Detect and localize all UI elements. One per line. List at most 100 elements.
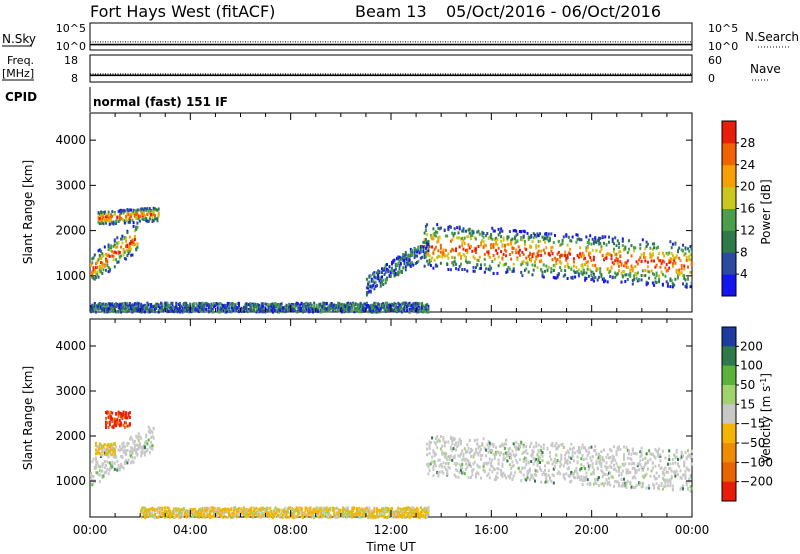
data-cell-power-4 <box>389 273 392 277</box>
data-cell-velocity-4 <box>258 509 261 513</box>
data-cell-velocity-0 <box>95 466 97 470</box>
data-cell-velocity-4 <box>217 507 220 511</box>
data-cell-velocity-3 <box>542 446 545 450</box>
data-cell-power-2 <box>472 231 475 235</box>
data-cell-velocity-0 <box>137 447 140 451</box>
data-cell-power-3 <box>241 308 244 312</box>
data-cell-power-3 <box>229 302 232 306</box>
data-cell-velocity-3 <box>507 449 510 453</box>
data-cell-velocity-4 <box>310 510 313 514</box>
data-cell-velocity-3 <box>532 445 535 449</box>
data-cell-power-3 <box>260 302 263 306</box>
data-cell-velocity-4 <box>210 509 213 513</box>
data-cell-velocity-3 <box>550 458 553 462</box>
data-cell-power-2 <box>512 262 515 266</box>
data-cell-power-3 <box>308 310 311 314</box>
data-cell-power-3 <box>327 309 329 313</box>
data-cell-power-1 <box>136 216 139 220</box>
data-cell-velocity-3 <box>569 480 572 484</box>
data-cell-velocity-3 <box>679 457 682 461</box>
data-cell-power-3 <box>417 302 420 306</box>
data-cell-power-4 <box>368 285 371 288</box>
data-cell-power-3 <box>146 307 149 311</box>
data-cell-velocity-3 <box>684 451 687 454</box>
data-cell-power-3 <box>369 304 372 308</box>
data-cell-velocity-3 <box>531 454 534 458</box>
data-cell-velocity-3 <box>508 447 511 450</box>
data-cell-power-3 <box>330 302 333 306</box>
data-cell-power-3 <box>299 303 302 307</box>
data-cell-power-3 <box>373 303 376 307</box>
data-cell-power-2 <box>624 273 627 277</box>
data-cell-power-3 <box>132 307 135 310</box>
data-cell-velocity-4 <box>256 512 259 515</box>
data-cell-velocity-4 <box>169 515 171 519</box>
data-cell-velocity-4 <box>143 506 146 510</box>
data-cell-power-3 <box>313 305 316 308</box>
data-cell-power-2 <box>589 234 592 238</box>
data-cell-power-3 <box>345 302 348 306</box>
data-cell-power-3 <box>226 309 229 313</box>
data-cell-velocity-3 <box>525 478 528 482</box>
data-cell-velocity-4 <box>345 506 348 510</box>
data-cell-power-1 <box>131 212 134 216</box>
data-cell-power-3 <box>273 303 276 307</box>
data-cell-velocity-3 <box>529 469 531 473</box>
data-cell-velocity-4 <box>288 515 291 519</box>
data-cell-power-4 <box>404 265 407 269</box>
data-cell-power-3 <box>309 302 312 306</box>
data-cell-velocity-3 <box>683 461 686 464</box>
data-cell-power-2 <box>586 246 589 250</box>
data-cell-power-2 <box>463 254 466 258</box>
data-cell-power-2 <box>571 276 574 280</box>
data-cell-velocity-0 <box>127 458 130 462</box>
data-cell-power-3 <box>354 303 357 306</box>
data-cell-power-2 <box>460 237 462 241</box>
data-cell-velocity-4 <box>340 513 343 517</box>
data-cell-power-2 <box>581 251 584 255</box>
data-cell-velocity-3 <box>658 474 661 478</box>
data-cell-power-3 <box>143 310 146 314</box>
data-cell-power-3 <box>231 306 234 310</box>
data-cell-power-2 <box>525 261 528 265</box>
data-cell-velocity-3 <box>587 464 590 468</box>
data-cell-power-2 <box>631 269 634 273</box>
data-cell-velocity-0 <box>133 448 136 452</box>
data-cell-power-2 <box>575 265 578 269</box>
data-cell-velocity-4 <box>273 511 276 515</box>
data-cell-power-3 <box>120 305 123 309</box>
data-cell-power-4 <box>373 272 376 276</box>
data-cell-power-2 <box>646 269 649 273</box>
data-cell-velocity-3 <box>458 470 461 474</box>
data-cell-power-3 <box>411 309 414 313</box>
data-cell-velocity-4 <box>350 513 353 517</box>
data-cell-power-2 <box>605 256 608 260</box>
data-cell-velocity-3 <box>500 473 503 477</box>
data-cell-power-3 <box>102 306 105 310</box>
data-cell-velocity-4 <box>161 513 164 517</box>
data-cell-power-3 <box>265 302 268 306</box>
data-cell-power-3 <box>427 309 430 313</box>
data-cell-power-2 <box>594 240 597 244</box>
data-cell-power-2 <box>493 257 496 261</box>
data-cell-power-3 <box>113 305 116 309</box>
data-cell-power-2 <box>540 253 543 257</box>
data-cell-velocity-3 <box>580 477 583 481</box>
data-cell-power-4 <box>373 275 376 279</box>
data-cell-power-3 <box>200 309 203 313</box>
data-cell-power-2 <box>483 243 486 247</box>
data-cell-velocity-3 <box>625 471 628 475</box>
data-cell-velocity-3 <box>630 462 633 466</box>
data-cell-power-3 <box>244 304 247 308</box>
data-cell-velocity-0 <box>146 448 149 451</box>
data-cell-power-3 <box>181 308 184 312</box>
data-cell-velocity-4 <box>248 515 250 518</box>
data-cell-power-3 <box>140 310 143 314</box>
data-cell-velocity-3 <box>595 461 598 465</box>
data-cell-velocity-4 <box>270 512 273 516</box>
data-cell-velocity-3 <box>683 464 686 468</box>
data-cell-power-1 <box>148 207 151 211</box>
data-cell-velocity-4 <box>162 511 165 515</box>
data-cell-power-3 <box>202 303 205 307</box>
data-cell-power-4 <box>413 250 416 254</box>
